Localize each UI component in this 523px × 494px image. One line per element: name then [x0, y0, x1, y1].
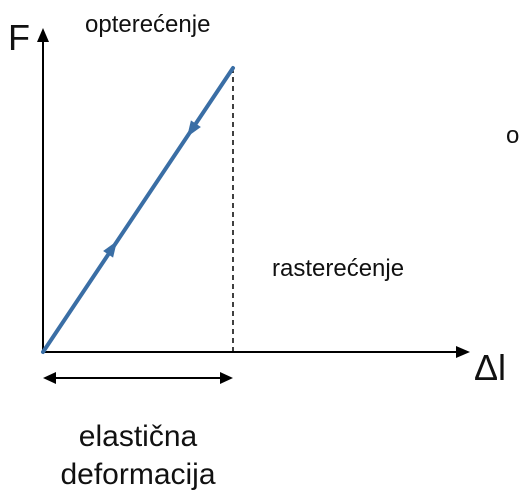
loading-arrow [103, 241, 117, 258]
dimension-arrow-right [220, 372, 233, 384]
force-label: F [8, 17, 30, 58]
extension-label: Δl [474, 347, 506, 388]
dimension-arrow-left [43, 372, 56, 384]
loading-label: opterećenje [85, 11, 210, 38]
axes [37, 28, 470, 358]
unloading-label: rasterećenje [272, 255, 404, 282]
region-label: elastična [79, 420, 198, 453]
cut-label: o [506, 122, 519, 149]
dimension-arrow [43, 372, 233, 384]
unloading-arrow [187, 120, 201, 137]
x-axis-arrow [456, 346, 470, 358]
load-line [41, 66, 235, 354]
y-axis-arrow [37, 28, 49, 42]
region-label: deformacija [60, 458, 215, 491]
